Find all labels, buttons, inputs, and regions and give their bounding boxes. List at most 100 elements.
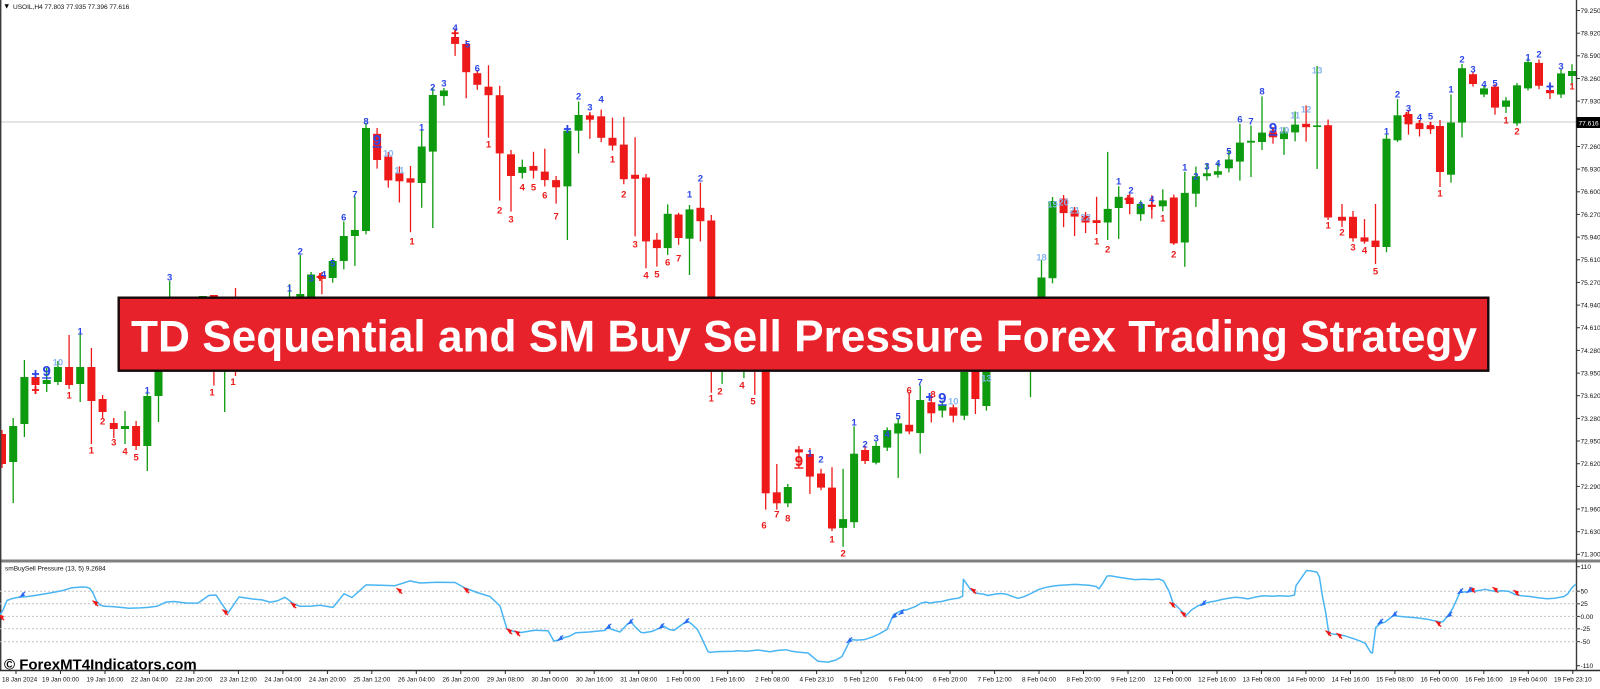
svg-text:22 Jan 20:00: 22 Jan 20:00 [175, 677, 212, 684]
svg-text:75.270: 75.270 [1581, 280, 1600, 287]
svg-text:3: 3 [873, 433, 878, 444]
svg-text:3: 3 [1470, 64, 1475, 75]
svg-text:2: 2 [1536, 49, 1541, 60]
svg-text:21: 21 [1069, 205, 1080, 216]
svg-text:76.270: 76.270 [1581, 212, 1600, 219]
svg-text:1: 1 [486, 139, 492, 150]
svg-text:4: 4 [1481, 79, 1487, 90]
svg-text:6 Feb 04:00: 6 Feb 04:00 [889, 677, 924, 684]
svg-text:16 Feb 00:00: 16 Feb 00:00 [1421, 677, 1459, 684]
svg-text:3: 3 [111, 437, 116, 448]
svg-text:-25: -25 [1581, 626, 1591, 633]
svg-text:4: 4 [520, 182, 526, 193]
svg-text:5: 5 [1373, 266, 1379, 277]
svg-text:▼: ▼ [3, 2, 10, 11]
svg-text:1 Feb 16:00: 1 Feb 16:00 [711, 677, 746, 684]
svg-text:2: 2 [430, 82, 435, 93]
svg-text:5: 5 [465, 39, 471, 50]
svg-text:78.920: 78.920 [1581, 31, 1600, 38]
svg-text:2: 2 [1339, 227, 1344, 238]
svg-text:4: 4 [643, 270, 649, 281]
svg-text:73.280: 73.280 [1581, 416, 1600, 423]
svg-text:30 Jan 16:00: 30 Jan 16:00 [576, 677, 613, 684]
svg-text:2: 2 [1395, 89, 1400, 100]
svg-text:19: 19 [1047, 199, 1058, 210]
svg-text:5 Feb 12:00: 5 Feb 12:00 [844, 677, 879, 684]
svg-text:74.280: 74.280 [1581, 348, 1600, 355]
svg-text:15 Feb 08:00: 15 Feb 08:00 [1376, 677, 1414, 684]
svg-text:19 Jan 16:00: 19 Jan 16:00 [87, 677, 124, 684]
svg-text:5: 5 [896, 411, 902, 422]
svg-text:3: 3 [1138, 200, 1143, 211]
svg-text:14 Feb 16:00: 14 Feb 16:00 [1332, 677, 1370, 684]
svg-text:78.260: 78.260 [1581, 76, 1600, 83]
svg-text:24 Jan 20:00: 24 Jan 20:00 [309, 677, 346, 684]
svg-text:31 Jan 08:00: 31 Jan 08:00 [620, 677, 657, 684]
svg-text:6: 6 [341, 212, 346, 223]
svg-text:3: 3 [1204, 161, 1209, 172]
svg-text:1: 1 [1569, 81, 1575, 92]
svg-text:2: 2 [298, 246, 303, 257]
svg-text:75.940: 75.940 [1581, 235, 1600, 242]
svg-text:72.620: 72.620 [1581, 461, 1600, 468]
svg-text:10: 10 [383, 148, 394, 159]
svg-text:71.630: 71.630 [1581, 529, 1600, 536]
svg-text:5: 5 [750, 396, 756, 407]
svg-text:6: 6 [907, 385, 912, 396]
svg-text:5: 5 [1428, 111, 1434, 122]
svg-text:1: 1 [230, 377, 236, 388]
svg-text:9 Feb 12:00: 9 Feb 12:00 [1111, 677, 1146, 684]
svg-text:smBuySell Pressure (13, 5) 9.2: smBuySell Pressure (13, 5) 9.2684 [5, 566, 106, 573]
svg-text:7: 7 [352, 189, 357, 200]
svg-text:12: 12 [1301, 104, 1312, 115]
svg-text:72.290: 72.290 [1581, 484, 1600, 491]
svg-text:1: 1 [807, 448, 813, 459]
svg-text:22 Jan 04:00: 22 Jan 04:00 [131, 677, 168, 684]
svg-text:77.260: 77.260 [1581, 144, 1600, 151]
svg-text:2: 2 [621, 189, 626, 200]
svg-text:8 Feb 20:00: 8 Feb 20:00 [1066, 677, 1101, 684]
svg-text:1: 1 [610, 154, 616, 165]
svg-text:4: 4 [1215, 158, 1221, 169]
svg-text:3: 3 [308, 273, 313, 284]
svg-text:8 Feb 04:00: 8 Feb 04:00 [1022, 677, 1057, 684]
svg-text:71.960: 71.960 [1581, 506, 1600, 513]
svg-text:78.590: 78.590 [1581, 53, 1600, 60]
svg-text:16 Feb 16:00: 16 Feb 16:00 [1465, 677, 1503, 684]
svg-text:4: 4 [599, 94, 605, 105]
svg-text:5: 5 [1492, 78, 1498, 89]
svg-text:1: 1 [1448, 84, 1454, 95]
svg-text:2 Feb 08:00: 2 Feb 08:00 [755, 677, 790, 684]
svg-text:6: 6 [475, 63, 480, 74]
svg-text:10: 10 [1279, 125, 1290, 136]
svg-text:1: 1 [1116, 176, 1122, 187]
svg-text:© ForexMT4Indicators.com: © ForexMT4Indicators.com [4, 657, 197, 674]
svg-text:3: 3 [1406, 103, 1411, 114]
svg-text:10: 10 [53, 357, 64, 368]
svg-text:7 Feb 12:00: 7 Feb 12:00 [978, 677, 1013, 684]
svg-text:14 Feb 00:00: 14 Feb 00:00 [1287, 677, 1325, 684]
svg-text:1: 1 [1094, 236, 1100, 247]
svg-text:3: 3 [1558, 61, 1563, 72]
svg-text:2: 2 [1193, 171, 1198, 182]
svg-text:6: 6 [542, 190, 547, 201]
svg-text:1: 1 [66, 390, 72, 401]
svg-text:4: 4 [321, 269, 327, 280]
svg-text:1 Feb 00:00: 1 Feb 00:00 [666, 677, 701, 684]
svg-text:4 Feb 23:10: 4 Feb 23:10 [800, 677, 835, 684]
svg-text:1: 1 [78, 326, 84, 337]
svg-text:77.930: 77.930 [1581, 99, 1600, 106]
svg-text:1: 1 [1503, 115, 1509, 126]
svg-text:1: 1 [1325, 220, 1331, 231]
svg-text:10: 10 [948, 396, 959, 407]
svg-text:72.950: 72.950 [1581, 438, 1600, 445]
svg-text:5: 5 [1226, 146, 1232, 157]
svg-text:13: 13 [1312, 65, 1323, 76]
svg-text:2: 2 [717, 386, 722, 397]
svg-text:12 Feb 00:00: 12 Feb 00:00 [1154, 677, 1192, 684]
svg-text:8: 8 [1259, 86, 1264, 97]
svg-text:2: 2 [100, 416, 105, 427]
svg-text:1: 1 [1384, 126, 1390, 137]
svg-text:13: 13 [981, 373, 992, 384]
svg-text:110: 110 [1581, 564, 1592, 571]
